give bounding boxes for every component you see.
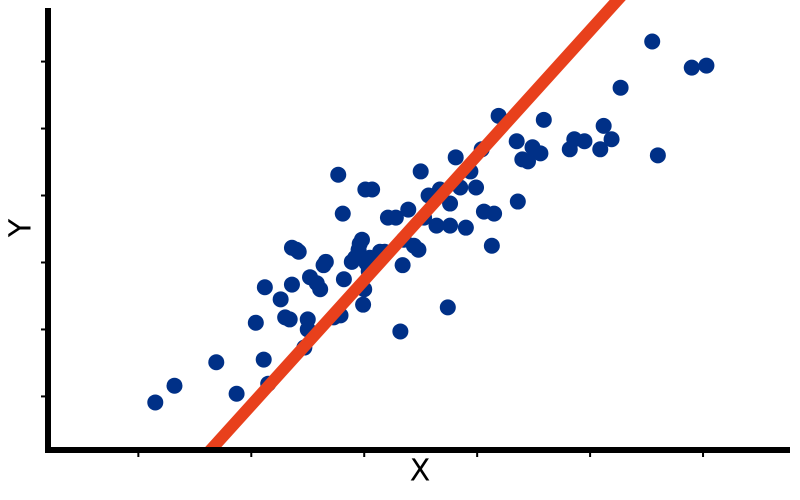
- scatter-point: [698, 57, 715, 74]
- scatter-point: [576, 133, 593, 150]
- scatter-point: [208, 354, 225, 371]
- scatter-point: [400, 201, 417, 218]
- plot-area: [147, 0, 715, 447]
- scatter-point: [486, 205, 503, 222]
- scatter-point: [330, 166, 347, 183]
- fit-line: [205, 0, 626, 447]
- scatter-point: [442, 195, 459, 212]
- scatter-point: [392, 323, 409, 340]
- scatter-point: [447, 149, 464, 166]
- scatter-point: [317, 253, 334, 270]
- scatter-point: [457, 219, 474, 236]
- scatter-point: [355, 296, 372, 313]
- scatter-point: [283, 276, 300, 293]
- x-axis-label: X: [410, 454, 431, 489]
- scatter-point: [412, 163, 429, 180]
- scatter-point: [468, 179, 485, 196]
- scatter-point: [247, 314, 264, 331]
- scatter-point: [644, 33, 661, 50]
- scatter-point: [483, 237, 500, 254]
- scatter-point: [335, 271, 352, 288]
- scatter-point: [228, 385, 245, 402]
- scatter-point: [508, 133, 525, 150]
- scatter-point: [683, 59, 700, 76]
- scatter-point: [509, 193, 526, 210]
- scatter-point: [519, 153, 536, 170]
- scatter-point: [255, 351, 272, 368]
- scatter-point: [256, 279, 273, 296]
- scatter-point: [272, 291, 289, 308]
- scatter-point: [387, 209, 404, 226]
- scatter-point: [353, 231, 370, 248]
- y-axis-label: Y: [4, 218, 39, 238]
- scatter-point: [592, 141, 609, 158]
- scatter-point: [281, 311, 298, 328]
- scatter-point: [439, 299, 456, 316]
- scatter-point: [612, 79, 629, 96]
- scatter-point: [532, 145, 549, 162]
- scatter-point: [334, 205, 351, 222]
- scatter-point: [364, 181, 381, 198]
- scatter-point: [312, 281, 329, 298]
- scatter-point: [595, 117, 612, 134]
- scatter-point: [147, 394, 164, 411]
- scatter-point: [649, 147, 666, 164]
- scatter-point: [166, 377, 183, 394]
- scatter-point: [535, 111, 552, 128]
- scatter-point: [442, 217, 459, 234]
- scatter-point: [428, 217, 445, 234]
- scatter-point: [603, 131, 620, 148]
- scatter-point: [410, 241, 427, 258]
- scatter-point: [288, 241, 305, 258]
- scatter-point: [394, 257, 411, 274]
